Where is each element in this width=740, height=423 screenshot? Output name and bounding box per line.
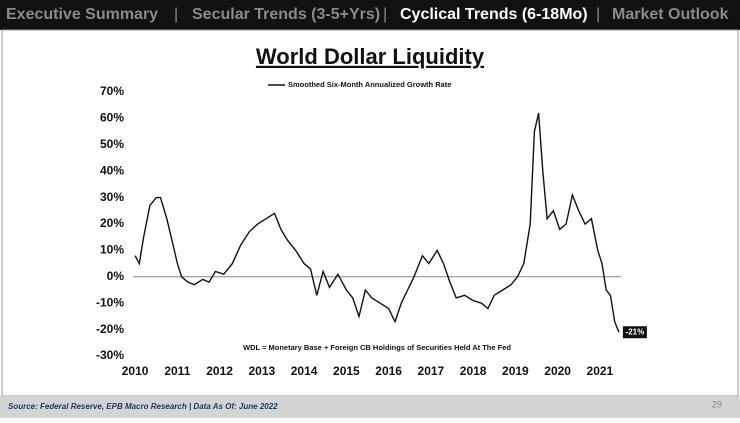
y-tick-label: -10%	[96, 295, 124, 309]
footer-source: Source: Federal Reserve, EPB Macro Resea…	[8, 402, 278, 411]
end-label: -21%	[626, 327, 645, 336]
end-label-box	[622, 326, 647, 339]
nav-bar	[0, 0, 740, 30]
page-number: 29	[712, 399, 722, 409]
y-tick-label: 60%	[100, 111, 124, 125]
y-tick-label: 40%	[100, 163, 124, 177]
y-tick-label: 20%	[100, 216, 124, 230]
x-tick-label: 2014	[291, 364, 318, 378]
x-tick-label: 2010	[122, 364, 149, 378]
x-tick-label: 2015	[333, 364, 360, 378]
x-tick-label: 2020	[544, 364, 571, 378]
legend-label: Smoothed Six-Month Annualized Growth Rat…	[288, 80, 451, 89]
x-tick-label: 2013	[249, 364, 276, 378]
nav-separator: |	[383, 6, 387, 23]
y-tick-label: -20%	[96, 322, 124, 336]
chart-title: World Dollar Liquidity	[256, 44, 485, 69]
y-tick-label: 10%	[100, 243, 124, 257]
nav-tab[interactable]: Market Outlook	[612, 6, 729, 23]
y-tick-label: 30%	[100, 190, 124, 204]
note: WDL = Monetary Base + Foreign CB Holding…	[243, 343, 511, 352]
nav-tab[interactable]: Executive Summary	[6, 6, 158, 23]
y-tick-label: 70%	[100, 84, 124, 98]
data-line	[134, 112, 620, 333]
footer-bar	[0, 396, 740, 418]
x-tick-label: 2011	[164, 364, 190, 378]
nav-separator: |	[596, 6, 600, 23]
nav-separator: |	[174, 6, 178, 23]
y-tick-label: 50%	[100, 137, 124, 151]
y-tick-label: -30%	[96, 348, 124, 362]
y-tick-label: 0%	[107, 269, 125, 283]
x-tick-label: 2016	[375, 364, 402, 378]
nav-tab[interactable]: Secular Trends (3-5+Yrs)	[192, 6, 380, 23]
nav-tab[interactable]: Cyclical Trends (6-18Mo)	[400, 6, 588, 23]
x-tick-label: 2021	[587, 364, 614, 378]
x-tick-label: 2019	[502, 364, 529, 378]
x-tick-label: 2017	[418, 364, 445, 378]
x-tick-label: 2012	[206, 364, 233, 378]
x-tick-label: 2018	[460, 364, 487, 378]
